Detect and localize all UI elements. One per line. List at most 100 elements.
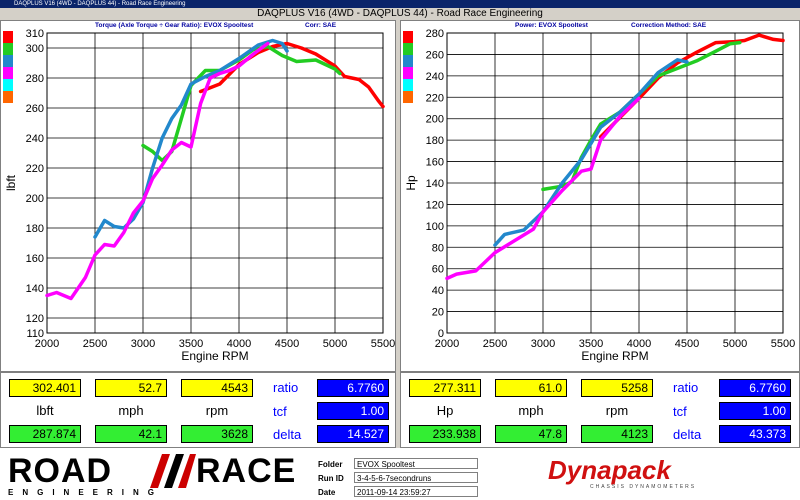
dynapack-logo-text: Dynapack <box>548 455 671 485</box>
runid-field[interactable]: 3-4-5-6-7secondruns <box>354 472 478 483</box>
plot-frame <box>46 32 384 334</box>
logo-road-text: ROAD <box>8 452 113 490</box>
date-field[interactable]: 2011-09-14 23:59:27 <box>354 486 478 497</box>
y-tick-label: 260 <box>426 49 444 61</box>
y-tick-label: 160 <box>26 253 44 265</box>
y-tick-label: 220 <box>26 163 44 175</box>
x-axis-label: Engine RPM <box>181 349 248 363</box>
delta-label: delta <box>673 427 702 442</box>
series-line-2 <box>493 58 689 247</box>
x-tick-label: 5500 <box>771 338 795 350</box>
tcf-value: 1.00 <box>719 402 791 420</box>
series-line-3 <box>45 41 270 301</box>
torque-chart-panel: Torque (Axle Torque ÷ Gear Ratio): EVOX … <box>0 20 396 372</box>
y-tick-label: 280 <box>26 73 44 85</box>
power-readout-panel: 277.311 61.0 5258 Hp mph rpm 233.938 47.… <box>400 372 800 448</box>
y-tick-label: 140 <box>426 178 444 190</box>
series-line-0 <box>198 41 385 109</box>
x-tick-label: 2500 <box>83 338 107 350</box>
tcf-label: tcf <box>273 404 287 419</box>
unit-mph: mph <box>118 403 144 418</box>
series-swatches-left <box>3 31 13 103</box>
x-tick-label: 3500 <box>579 338 603 350</box>
x-tick-label: 2000 <box>35 338 59 350</box>
delta-value: 14.527 <box>317 425 389 443</box>
series-line-0 <box>598 33 785 139</box>
grid <box>46 32 384 334</box>
y-tick-label: 240 <box>26 133 44 145</box>
dynapack-subtitle: CHASSIS DYNAMOMETERS <box>590 484 697 490</box>
series-line-3 <box>445 96 641 281</box>
main-title: DAQPLUS V16 (4WD - DAQPLUS 44) - Road Ra… <box>257 8 543 19</box>
power-correction-label: Correction Method: SAE <box>631 22 707 29</box>
y-tick-label: 280 <box>426 28 444 40</box>
y-tick-label: 0 <box>438 328 444 340</box>
series-swatch-orange[interactable] <box>403 91 413 103</box>
series-swatch-blue[interactable] <box>3 55 13 67</box>
power-subtitle: Power: EVOX Spooltest <box>515 22 588 29</box>
torque-correction-label: Corr: SAE <box>305 22 337 29</box>
x-tick-label: 4000 <box>627 338 651 350</box>
series-swatch-red[interactable] <box>3 31 13 43</box>
torque-subtitle: Torque (Axle Torque ÷ Gear Ratio): EVOX … <box>95 22 254 29</box>
x-axis-label: Engine RPM <box>581 349 648 363</box>
series-swatch-magenta[interactable] <box>3 67 13 79</box>
cursor-power-mph: 47.8 <box>495 425 567 443</box>
peak-power-value: 277.311 <box>409 379 481 397</box>
peak-power-mph: 61.0 <box>495 379 567 397</box>
ratio-value: 6.7760 <box>317 379 389 397</box>
tcf-label: tcf <box>673 404 687 419</box>
runid-label: Run ID <box>318 474 344 483</box>
y-axis-label: lbft <box>4 174 18 191</box>
series-swatch-red[interactable] <box>403 31 413 43</box>
series-swatch-green[interactable] <box>403 43 413 55</box>
logo-engineering-text: ENGINEERING <box>8 488 164 497</box>
torque-chart: 2000 2500 3000 3500 4000 4500 5000 5500 110 120 14… <box>4 28 395 363</box>
series-swatch-orange[interactable] <box>3 91 13 103</box>
ratio-value: 6.7760 <box>719 379 791 397</box>
cursor-power-value: 233.938 <box>409 425 481 443</box>
unit-lbft: lbft <box>36 403 54 418</box>
series-swatch-green[interactable] <box>3 43 13 55</box>
power-chart-panel: Power: EVOX Spooltest Correction Method:… <box>400 20 800 372</box>
y-tick-label: 240 <box>426 71 444 83</box>
delta-label: delta <box>273 427 302 442</box>
delta-value: 43.373 <box>719 425 791 443</box>
footer: ROAD RACE ENGINEERING Folder EVOX Spoolt… <box>0 448 800 500</box>
x-tick-label: 5000 <box>323 338 347 350</box>
x-tick-label: 4500 <box>275 338 299 350</box>
y-tick-label: 120 <box>26 313 44 325</box>
x-tick-label: 5000 <box>723 338 747 350</box>
y-tick-label: 220 <box>426 92 444 104</box>
y-tick-label: 140 <box>26 283 44 295</box>
series-swatch-blue[interactable] <box>403 55 413 67</box>
y-tick-label: 20 <box>432 307 444 319</box>
window-titlebar: DAQPLUS V16 (4WD - DAQPLUS 44) - Road Ra… <box>0 0 800 8</box>
grid <box>446 32 784 334</box>
folder-field[interactable]: EVOX Spooltest <box>354 458 478 469</box>
x-tick-label: 3000 <box>131 338 155 350</box>
x-tick-label: 3500 <box>179 338 203 350</box>
unit-hp: Hp <box>436 403 454 418</box>
torque-readout-panel: 302.401 52.7 4543 lbft mph rpm 287.874 4… <box>0 372 396 448</box>
x-tick-label: 5500 <box>371 338 395 350</box>
series-swatch-cyan[interactable] <box>403 79 413 91</box>
logo-race-text: RACE <box>196 452 297 490</box>
series-swatch-cyan[interactable] <box>3 79 13 91</box>
folder-label: Folder <box>318 460 343 469</box>
peak-torque-value: 302.401 <box>9 379 81 397</box>
y-tick-label: 110 <box>26 328 44 340</box>
unit-mph: mph <box>518 403 544 418</box>
y-tick-label: 120 <box>426 199 444 211</box>
series-line-2 <box>93 38 289 239</box>
series-swatch-magenta[interactable] <box>403 67 413 79</box>
window-title: DAQPLUS V16 (4WD - DAQPLUS 44) - Road Ra… <box>14 1 186 7</box>
y-axis-label: Hp <box>404 175 418 191</box>
unit-rpm: rpm <box>605 403 629 418</box>
date-label: Date <box>318 488 336 497</box>
y-tick-label: 40 <box>432 285 444 297</box>
x-tick-label: 4500 <box>675 338 699 350</box>
series-swatches-right <box>403 31 413 103</box>
y-tick-label: 300 <box>26 43 44 55</box>
y-tick-label: 260 <box>26 103 44 115</box>
